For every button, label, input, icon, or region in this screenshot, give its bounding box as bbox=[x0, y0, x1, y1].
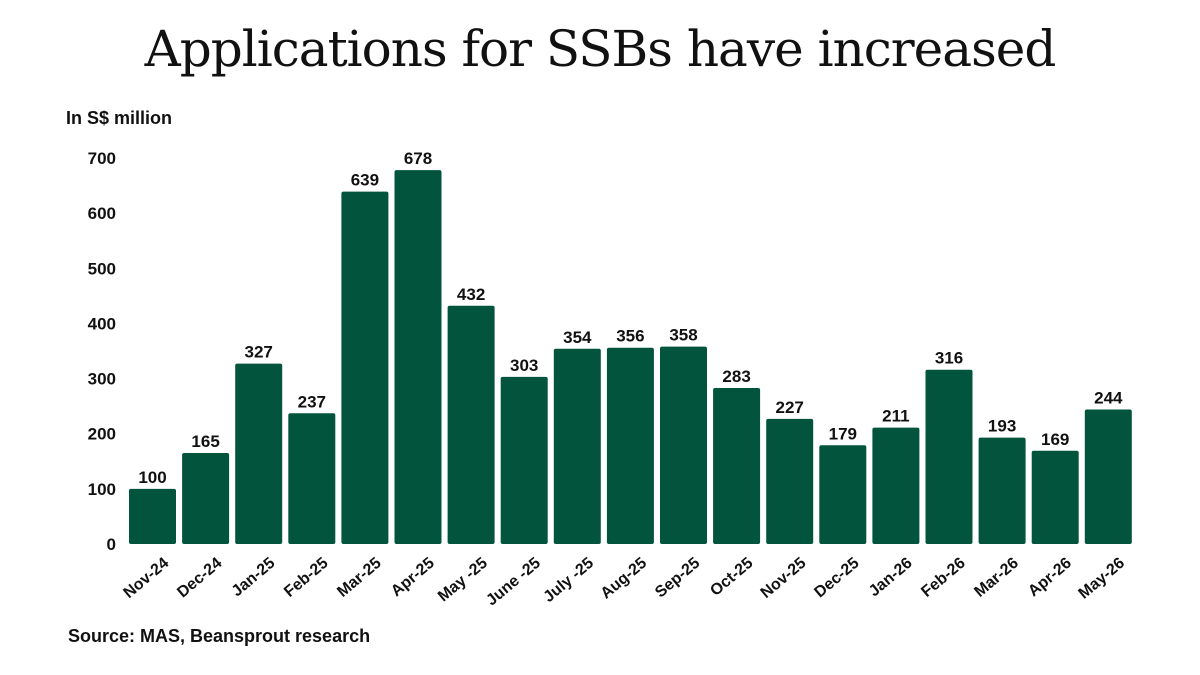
x-tick-label: Mar-25 bbox=[334, 555, 385, 601]
x-tick-label: Dec-25 bbox=[811, 555, 862, 602]
x-tick-label: May -25 bbox=[435, 555, 491, 606]
data-label: 316 bbox=[935, 349, 963, 368]
data-label: 432 bbox=[457, 285, 485, 304]
x-tick-label: Oct-25 bbox=[707, 555, 756, 600]
bar-july-25 bbox=[553, 348, 601, 544]
bar-may-25 bbox=[447, 305, 495, 544]
data-label: 327 bbox=[245, 343, 273, 362]
bar-dec-25 bbox=[819, 445, 867, 544]
x-tick-label: June -25 bbox=[483, 555, 544, 610]
y-tick-label: 200 bbox=[88, 425, 116, 444]
data-label: 358 bbox=[669, 326, 697, 345]
chart-title: Applications for SSBs have increased bbox=[144, 20, 1057, 78]
x-tick-label: Feb-26 bbox=[918, 555, 969, 601]
y-tick-label: 0 bbox=[107, 535, 116, 554]
data-label: 678 bbox=[404, 149, 432, 168]
data-label: 237 bbox=[298, 392, 326, 411]
data-label: 283 bbox=[722, 367, 750, 386]
bar-nov-24 bbox=[129, 488, 176, 544]
data-label: 169 bbox=[1041, 430, 1069, 449]
source-note: Source: MAS, Beansprout research bbox=[68, 626, 371, 646]
bar-apr-26 bbox=[1031, 450, 1079, 544]
bar-sep-25 bbox=[660, 346, 707, 544]
bar-mar-25 bbox=[341, 191, 389, 544]
y-tick-label: 400 bbox=[88, 314, 116, 333]
y-tick-label: 500 bbox=[88, 259, 116, 278]
y-tick-label: 600 bbox=[88, 204, 116, 223]
y-axis-label: In S$ million bbox=[66, 108, 173, 128]
data-label: 193 bbox=[988, 417, 1016, 436]
x-tick-label: Dec-24 bbox=[174, 555, 225, 602]
x-tick-label: Nov-25 bbox=[758, 555, 810, 602]
data-label: 100 bbox=[138, 468, 166, 487]
data-label: 227 bbox=[776, 398, 804, 417]
y-tick-label: 700 bbox=[88, 149, 116, 168]
data-label: 165 bbox=[191, 432, 219, 451]
data-label: 179 bbox=[829, 424, 857, 443]
x-tick-label: May-26 bbox=[1076, 555, 1129, 603]
data-label: 211 bbox=[882, 407, 909, 426]
data-label: 354 bbox=[563, 328, 592, 347]
bar-may-26 bbox=[1084, 409, 1132, 544]
bar-oct-25 bbox=[713, 387, 761, 544]
bar-jan-25 bbox=[235, 363, 283, 544]
x-tick-label: Nov-24 bbox=[120, 555, 172, 602]
bar-feb-26 bbox=[925, 369, 973, 544]
y-tick-label: 100 bbox=[88, 480, 116, 499]
x-tick-label: Aug-25 bbox=[598, 555, 651, 603]
x-tick-label: Feb-25 bbox=[281, 555, 332, 601]
bar-apr-25 bbox=[394, 170, 442, 545]
data-label: 639 bbox=[351, 171, 379, 190]
x-tick-label: Mar-26 bbox=[971, 555, 1022, 601]
data-label: 303 bbox=[510, 356, 538, 375]
bar-feb-25 bbox=[288, 413, 336, 544]
y-tick-label: 300 bbox=[88, 370, 116, 389]
bar-june-25 bbox=[500, 376, 548, 544]
bar-aug-25 bbox=[606, 347, 654, 544]
data-label: 244 bbox=[1094, 388, 1123, 407]
x-tick-label: Apr-26 bbox=[1025, 555, 1075, 601]
x-tick-label: Jan-25 bbox=[229, 555, 279, 601]
data-label: 356 bbox=[616, 327, 644, 346]
bar-mar-26 bbox=[978, 437, 1026, 544]
x-tick-label: Apr-25 bbox=[388, 555, 438, 601]
x-tick-label: Jan-26 bbox=[866, 555, 916, 601]
x-tick-label: July -25 bbox=[540, 555, 597, 606]
bar-dec-24 bbox=[182, 453, 230, 544]
bar-jan-26 bbox=[872, 427, 920, 544]
bar-nov-25 bbox=[766, 418, 814, 544]
x-tick-label: Sep-25 bbox=[652, 555, 703, 602]
